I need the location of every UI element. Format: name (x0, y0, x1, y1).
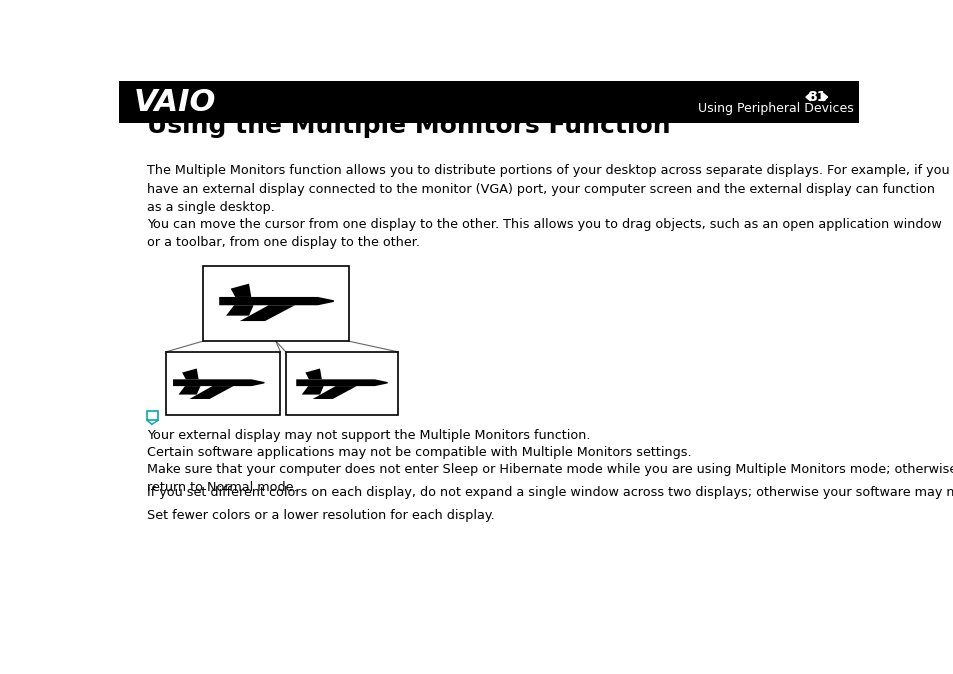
Polygon shape (805, 93, 810, 101)
Text: Set fewer colors or a lower resolution for each display.: Set fewer colors or a lower resolution f… (147, 509, 495, 522)
Polygon shape (178, 386, 200, 394)
Text: The Multiple Monitors function allows you to distribute portions of your desktop: The Multiple Monitors function allows yo… (147, 164, 949, 214)
Polygon shape (822, 93, 827, 101)
Polygon shape (182, 369, 198, 379)
Bar (166, 352, 280, 415)
Polygon shape (239, 305, 294, 321)
Bar (286, 352, 397, 415)
Polygon shape (296, 379, 387, 386)
Bar (203, 266, 348, 341)
Text: VAIO: VAIO (133, 88, 215, 117)
Text: Using the Multiple Monitors Function: Using the Multiple Monitors Function (147, 114, 670, 138)
Polygon shape (313, 386, 356, 399)
Polygon shape (301, 386, 323, 394)
Polygon shape (219, 297, 334, 305)
Polygon shape (231, 284, 251, 297)
Polygon shape (172, 379, 264, 386)
Text: Your external display may not support the Multiple Monitors function.: Your external display may not support th… (147, 429, 590, 442)
Text: You can move the cursor from one display to the other. This allows you to drag o: You can move the cursor from one display… (147, 218, 941, 249)
Polygon shape (190, 386, 233, 399)
Text: Make sure that your computer does not enter Sleep or Hibernate mode while you ar: Make sure that your computer does not en… (147, 463, 953, 494)
Text: Certain software applications may not be compatible with Multiple Monitors setti: Certain software applications may not be… (147, 446, 691, 459)
Text: If you set different colors on each display, do not expand a single window acros: If you set different colors on each disp… (147, 486, 953, 499)
Polygon shape (305, 369, 321, 379)
Text: Using Peripheral Devices: Using Peripheral Devices (698, 102, 853, 115)
Polygon shape (226, 305, 253, 315)
Text: 81: 81 (806, 90, 825, 104)
Bar (119, 81, 858, 123)
